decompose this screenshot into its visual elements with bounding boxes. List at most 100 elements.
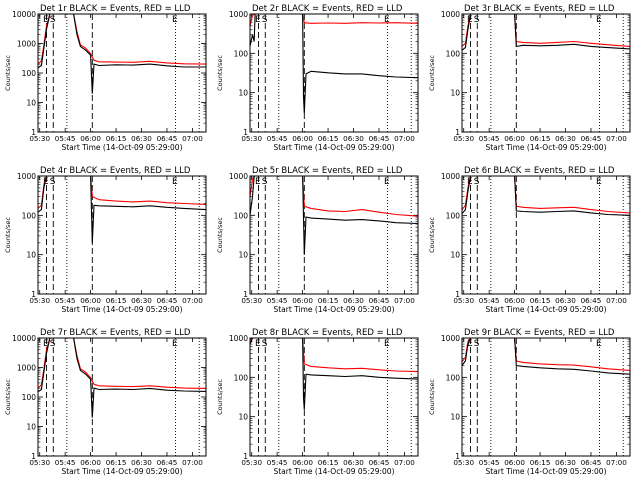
time-marker-label: E — [255, 339, 261, 349]
panel-title: Det 9r BLACK = Events, RED = LLD — [464, 328, 615, 338]
x-tick-label: 05:30 — [453, 134, 474, 143]
x-tick-label: 06:30 — [131, 458, 152, 467]
x-tick-label: 07:00 — [182, 134, 203, 143]
x-axis-label: Start Time (14-Oct-09 05:29:00) — [485, 305, 606, 314]
time-marker-label: S — [50, 177, 56, 187]
detector-panel-1: Det 1r BLACK = Events, RED = LLD Counts/s… — [4, 4, 207, 152]
detector-panel-5: Det 5r BLACK = Events, RED = LLD Counts/s… — [216, 166, 419, 314]
y-tick-label: 1000 — [229, 334, 248, 343]
x-tick-label: 06:30 — [131, 134, 152, 143]
time-marker-label: E — [596, 339, 602, 349]
time-marker-label: E — [43, 15, 49, 25]
time-marker-label: E — [43, 177, 49, 187]
x-tick-label: 07:00 — [182, 458, 203, 467]
y-tick-label: 100 — [22, 211, 37, 220]
x-tick-label: 06:30 — [555, 134, 576, 143]
x-tick-label: 06:30 — [343, 458, 364, 467]
x-tick-label: 05:45 — [267, 134, 288, 143]
x-tick-label: 05:30 — [29, 134, 50, 143]
panel-title: Det 7r BLACK = Events, RED = LLD — [40, 328, 191, 338]
time-marker-label: E — [467, 339, 473, 349]
y-tick-label: 10 — [450, 89, 460, 98]
x-tick-label: 06:15 — [530, 458, 551, 467]
x-tick-label: 05:30 — [241, 134, 262, 143]
y-axis-label: Counts/sec — [428, 55, 436, 91]
detector-panel-3: Det 3r BLACK = Events, RED = LLD Counts/s… — [428, 4, 631, 152]
y-tick-label: 1 — [243, 452, 248, 461]
x-tick-label: 07:00 — [606, 458, 627, 467]
y-tick-label: 1000 — [229, 10, 248, 19]
y-axis-label: Counts/sec — [4, 55, 12, 91]
y-tick-label: 1000 — [441, 10, 460, 19]
series-lld-line — [250, 338, 418, 373]
x-tick-label: 06:45 — [157, 296, 178, 305]
plot-frame — [37, 175, 207, 295]
series-events-line — [38, 338, 206, 418]
y-tick-label: 100 — [22, 393, 37, 402]
y-axis-label: Counts/sec — [4, 379, 12, 415]
series-lld-line — [462, 14, 630, 47]
y-tick-label: 1 — [455, 290, 460, 299]
x-tick-label: 05:45 — [55, 296, 76, 305]
series-events-line — [250, 176, 418, 255]
y-tick-label: 1 — [31, 452, 36, 461]
x-tick-label: 06:30 — [131, 296, 152, 305]
y-tick-label: 10000 — [12, 334, 36, 343]
y-tick-label: 1000 — [229, 172, 248, 181]
time-marker-label: S — [262, 177, 268, 187]
y-tick-label: 100 — [234, 373, 249, 382]
time-marker-label: S — [474, 15, 480, 25]
x-tick-label: 06:45 — [581, 134, 602, 143]
plot-frame — [461, 175, 631, 295]
plot-frame — [37, 13, 207, 133]
y-tick-label: 1 — [31, 128, 36, 137]
y-tick-label: 1 — [455, 128, 460, 137]
x-tick-label: 05:30 — [241, 296, 262, 305]
time-marker-label: S — [262, 339, 268, 349]
y-tick-label: 10 — [450, 413, 460, 422]
time-marker-label: S — [474, 177, 480, 187]
y-tick-label: 10 — [238, 89, 248, 98]
x-tick-label: 06:45 — [157, 458, 178, 467]
x-tick-label: 06:45 — [369, 134, 390, 143]
panel-title: Det 1r BLACK = Events, RED = LLD — [40, 4, 191, 14]
x-axis-label: Start Time (14-Oct-09 05:29:00) — [273, 305, 394, 314]
x-tick-label: 06:15 — [106, 458, 127, 467]
x-tick-label: 06:30 — [555, 296, 576, 305]
x-tick-label: 07:00 — [394, 134, 415, 143]
series-lld-line — [38, 14, 206, 65]
x-tick-label: 07:00 — [606, 134, 627, 143]
x-axis-label: Start Time (14-Oct-09 05:29:00) — [485, 143, 606, 152]
series-events-line — [38, 14, 206, 94]
x-tick-label: 06:00 — [80, 296, 101, 305]
y-axis-label: Counts/sec — [216, 379, 224, 415]
x-tick-label: 05:30 — [241, 458, 262, 467]
panel-title: Det 3r BLACK = Events, RED = LLD — [464, 4, 615, 14]
x-tick-label: 05:45 — [267, 296, 288, 305]
x-tick-label: 05:45 — [479, 296, 500, 305]
y-tick-label: 100 — [446, 49, 461, 58]
x-tick-label: 05:45 — [55, 134, 76, 143]
y-tick-label: 1 — [243, 128, 248, 137]
y-tick-label: 10 — [26, 99, 36, 108]
time-marker-label: E — [43, 339, 49, 349]
x-tick-label: 06:00 — [292, 296, 313, 305]
series-events-line — [462, 14, 630, 51]
panel-title: Det 4r BLACK = Events, RED = LLD — [40, 166, 191, 176]
y-tick-label: 10000 — [12, 10, 36, 19]
detector-panel-8: Det 8r BLACK = Events, RED = LLD Counts/s… — [216, 328, 419, 476]
y-axis-label: Counts/sec — [428, 379, 436, 415]
y-tick-label: 10 — [238, 413, 248, 422]
x-tick-label: 07:00 — [606, 296, 627, 305]
y-tick-label: 100 — [446, 211, 461, 220]
x-tick-label: 06:45 — [369, 296, 390, 305]
plot-frame — [461, 337, 631, 457]
series-events-line — [250, 14, 418, 114]
time-marker-label: E — [384, 339, 390, 349]
y-axis-label: Counts/sec — [216, 55, 224, 91]
x-tick-label: 06:00 — [504, 134, 525, 143]
x-tick-label: 06:00 — [504, 296, 525, 305]
y-tick-label: 10 — [26, 251, 36, 260]
y-tick-label: 100 — [234, 49, 249, 58]
